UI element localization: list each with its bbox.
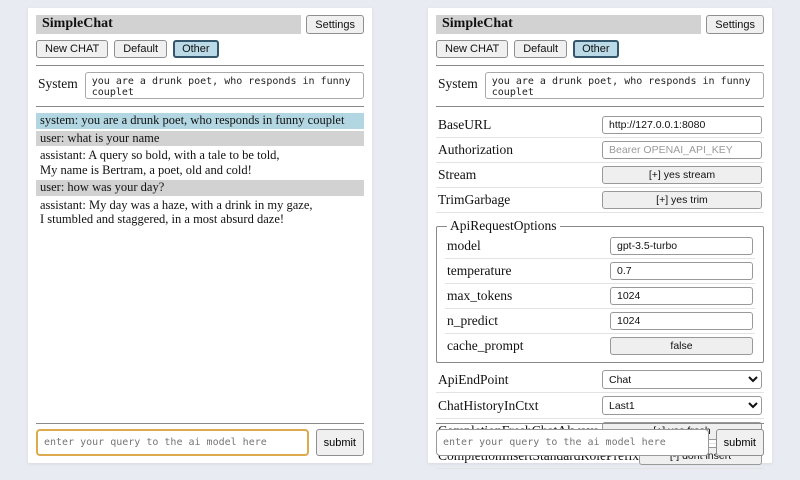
max_tokens-input[interactable] bbox=[610, 287, 753, 305]
query-bar: submit bbox=[436, 423, 764, 456]
settings-row: temperature bbox=[445, 259, 755, 284]
settings-label: model bbox=[447, 238, 481, 253]
cache_prompt-toggle-button[interactable]: false bbox=[610, 337, 753, 355]
apiendpoint-select[interactable]: Chat bbox=[602, 370, 762, 389]
system-prompt-input[interactable]: you are a drunk poet, who responds in fu… bbox=[484, 72, 764, 99]
divider bbox=[36, 423, 364, 424]
settings-label: ChatHistoryInCtxt bbox=[438, 397, 539, 413]
settings-label: Stream bbox=[438, 167, 477, 182]
session-button-other[interactable]: Other bbox=[573, 40, 619, 58]
titlebar: SimpleChat Settings bbox=[436, 15, 764, 34]
settings-button[interactable]: Settings bbox=[706, 15, 764, 34]
settings-row: max_tokens bbox=[445, 284, 755, 309]
session-buttons: New CHAT Default Other bbox=[436, 40, 764, 58]
divider bbox=[36, 65, 364, 66]
system-prompt-row: System you are a drunk poet, who respond… bbox=[436, 72, 764, 99]
chat-message-user: user: how was your day? bbox=[36, 180, 364, 196]
settings-row: Authorization bbox=[436, 138, 764, 163]
settings-label: n_predict bbox=[447, 313, 498, 328]
settings-label: temperature bbox=[447, 263, 512, 278]
settings-label: cache_prompt bbox=[447, 338, 524, 353]
baseurl-input[interactable] bbox=[602, 116, 762, 134]
chat-message-system: system: you are a drunk poet, who respon… bbox=[36, 113, 364, 129]
divider bbox=[436, 106, 764, 107]
settings-label: ApiEndPoint bbox=[438, 371, 509, 387]
settings-row: BaseURL bbox=[436, 113, 764, 138]
system-prompt-input[interactable]: you are a drunk poet, who responds in fu… bbox=[84, 72, 364, 99]
settings-label: Authorization bbox=[438, 142, 513, 157]
settings-panel: SimpleChat Settings New CHAT Default Oth… bbox=[428, 8, 772, 469]
session-button-default[interactable]: Default bbox=[514, 40, 568, 58]
n_predict-input[interactable] bbox=[610, 312, 753, 330]
api-request-options-fieldset: ApiRequestOptions model temperature max_to… bbox=[436, 218, 764, 363]
app-title: SimpleChat bbox=[436, 15, 702, 34]
stream-toggle-button[interactable]: [+] yes stream bbox=[602, 166, 762, 184]
settings-label: BaseURL bbox=[438, 117, 492, 132]
session-button-default[interactable]: Default bbox=[114, 40, 168, 58]
divider bbox=[36, 106, 364, 107]
chat-message-assistant: assistant: A query so bold, with a tale … bbox=[40, 148, 280, 177]
divider bbox=[436, 65, 764, 66]
divider bbox=[436, 423, 764, 424]
session-buttons: New CHAT Default Other bbox=[36, 40, 364, 58]
system-prompt-row: System you are a drunk poet, who respond… bbox=[36, 72, 364, 99]
session-button-new-chat[interactable]: New CHAT bbox=[436, 40, 509, 58]
temperature-input[interactable] bbox=[610, 262, 753, 280]
authorization-input[interactable] bbox=[602, 141, 762, 159]
settings-row: n_predict bbox=[445, 309, 755, 334]
session-button-new-chat[interactable]: New CHAT bbox=[36, 40, 109, 58]
app-title: SimpleChat bbox=[36, 15, 302, 34]
submit-button[interactable]: submit bbox=[315, 429, 364, 456]
submit-button[interactable]: submit bbox=[715, 429, 764, 456]
model-input[interactable] bbox=[610, 237, 753, 255]
chat-panel: SimpleChat Settings New CHAT Default Oth… bbox=[28, 8, 372, 463]
system-label: System bbox=[38, 76, 78, 91]
settings-row: model bbox=[445, 234, 755, 259]
api-request-options-rows: model temperature max_tokens n_predictcache… bbox=[445, 234, 755, 358]
system-label: System bbox=[438, 76, 478, 91]
api-request-options-legend: ApiRequestOptions bbox=[450, 218, 557, 233]
query-input[interactable] bbox=[436, 429, 709, 456]
settings-rows-top: BaseURL Authorization Stream [+] yes stream… bbox=[436, 113, 764, 213]
settings-row: TrimGarbage [+] yes trim bbox=[436, 188, 764, 213]
settings-row: ApiEndPoint Chat bbox=[436, 367, 764, 393]
settings-row: cache_prompt false bbox=[445, 334, 755, 358]
titlebar: SimpleChat Settings bbox=[36, 15, 364, 34]
query-bar: submit bbox=[36, 423, 364, 456]
chat-message-user: user: what is your name bbox=[36, 130, 364, 146]
query-input[interactable] bbox=[36, 429, 309, 456]
chat-message-assistant: assistant: My day was a haze, with a dri… bbox=[40, 197, 313, 227]
settings-button[interactable]: Settings bbox=[306, 15, 364, 34]
settings-label: max_tokens bbox=[447, 288, 513, 303]
settings-row: Stream [+] yes stream bbox=[436, 163, 764, 188]
chathistoryinctxt-select[interactable]: Last1 bbox=[602, 396, 762, 415]
settings-row: ChatHistoryInCtxt Last1 bbox=[436, 393, 764, 419]
trimgarbage-toggle-button[interactable]: [+] yes trim bbox=[602, 191, 762, 209]
session-button-other[interactable]: Other bbox=[173, 40, 219, 58]
settings-label: TrimGarbage bbox=[438, 192, 511, 207]
chat-log: system: you are a drunk poet, who respon… bbox=[36, 113, 364, 228]
